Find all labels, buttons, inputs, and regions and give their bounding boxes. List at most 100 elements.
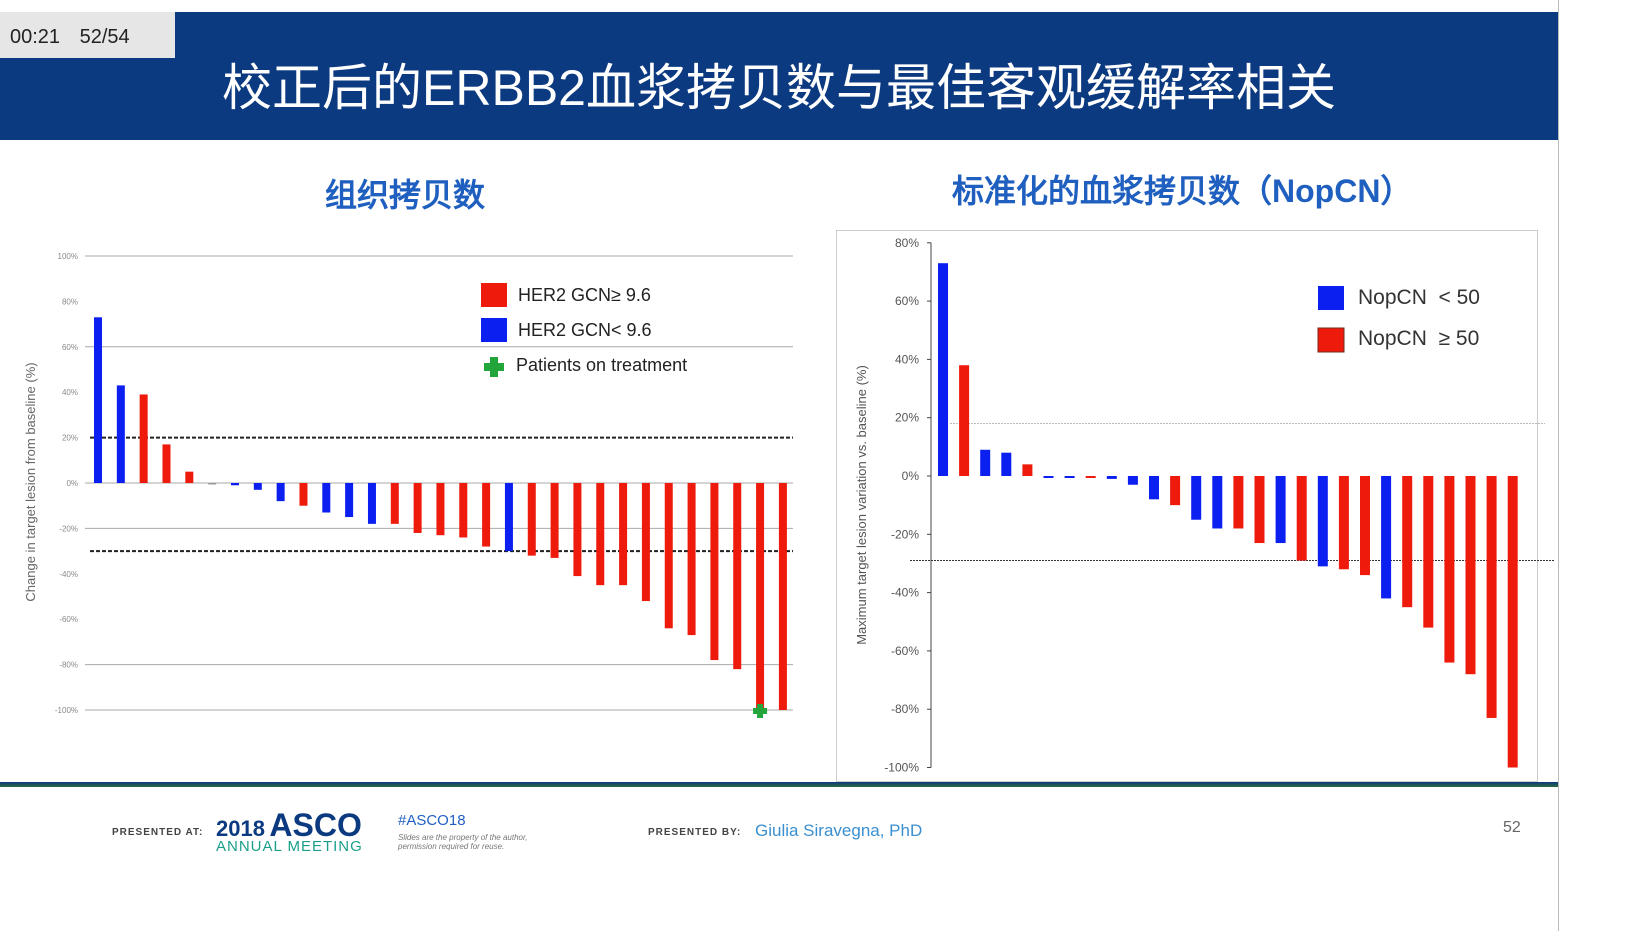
bar-blue xyxy=(1106,476,1117,479)
bar-red xyxy=(959,365,970,476)
bar-blue xyxy=(938,263,948,476)
y-tick-label: -40% xyxy=(891,586,919,600)
right-chart-title: 标准化的血浆拷贝数（NopCN） xyxy=(952,173,1413,209)
bar-red xyxy=(1444,476,1455,663)
right-legend: NopCN < 50 NopCN ≥ 50 xyxy=(1317,286,1480,353)
bar-red xyxy=(390,483,399,524)
slide-footer: PRESENTED AT: 2018 ASCO ANNUAL MEETING #… xyxy=(0,787,1558,931)
y-tick-label: -80% xyxy=(891,702,919,716)
plasma-nopcn-waterfall-chart: 80% 60% 40% 20% 0% -20% -40% -60% -80% -100% xyxy=(884,236,1555,775)
bar-blue xyxy=(230,483,239,486)
page-number: 52 xyxy=(1503,819,1521,836)
bar-red xyxy=(619,483,628,586)
bar-red xyxy=(664,483,673,629)
left-y-axis-label: Change in target lesion from baseline (%… xyxy=(23,362,38,601)
legend-label: HER2 GCN≥ 9.6 xyxy=(518,285,651,305)
bar-red xyxy=(756,483,765,710)
y-tick-label: -60% xyxy=(59,615,78,624)
playback-status: 00:21 52/54 xyxy=(0,12,175,58)
bar-red xyxy=(139,394,148,483)
bar-blue xyxy=(1212,476,1223,529)
bar-red xyxy=(1360,476,1370,576)
bar-blue xyxy=(980,449,991,476)
disclaimer: Slides are the property of the author, p… xyxy=(398,833,528,851)
y-tick-label: -60% xyxy=(891,644,919,658)
y-tick-label: 60% xyxy=(62,343,78,352)
bar-blue xyxy=(1381,476,1392,599)
y-tick-label: 40% xyxy=(62,388,78,397)
bar-blue xyxy=(345,483,354,518)
bar-red xyxy=(1254,476,1265,544)
bar-blue xyxy=(1064,476,1075,478)
presented-by-label: PRESENTED BY: xyxy=(648,827,742,838)
legend-label: Patients on treatment xyxy=(516,355,687,375)
bar-red xyxy=(459,483,468,538)
legend-swatch-red xyxy=(1317,327,1345,353)
bar-red xyxy=(1423,476,1434,628)
y-tick-label: -80% xyxy=(59,661,78,670)
presented-at-label: PRESENTED AT: xyxy=(112,827,204,838)
bar-blue xyxy=(253,483,262,490)
bar-red xyxy=(550,483,559,558)
bar-blue xyxy=(276,483,285,502)
bar-none xyxy=(208,483,217,485)
y-tick-label: -100% xyxy=(55,706,78,715)
bar-red xyxy=(1402,476,1413,608)
bar-red xyxy=(1338,476,1349,570)
right-margin xyxy=(1558,0,1643,931)
charts-canvas: 100%80%60%40%20%0%-20%-40%-60%-80%-100% … xyxy=(23,236,1555,775)
bar-red xyxy=(641,483,650,602)
logo-year: 2018 xyxy=(216,816,265,841)
bar-red xyxy=(185,471,194,483)
green-plus-icon xyxy=(753,704,768,718)
presenter-name: Giulia Siravegna, PhD xyxy=(755,821,923,840)
bar-red xyxy=(436,483,445,536)
bar-blue xyxy=(504,483,513,552)
y-tick-label: 80% xyxy=(895,236,919,250)
bar-blue xyxy=(1275,476,1286,544)
left-legend: HER2 GCN≥ 9.6 HER2 GCN< 9.6 Patients on … xyxy=(481,283,687,377)
bar-blue xyxy=(116,385,125,483)
bar-blue xyxy=(1191,476,1202,520)
bar-red xyxy=(527,483,536,556)
y-tick-label: -20% xyxy=(891,527,919,541)
bar-blue xyxy=(1001,452,1012,476)
y-tick-label: 60% xyxy=(895,294,919,308)
bar-red xyxy=(596,483,605,586)
y-tick-label: -100% xyxy=(884,761,919,775)
legend-label: NopCN ≥ 50 xyxy=(1358,327,1479,350)
elapsed-time: 00:21 xyxy=(10,26,61,48)
bar-red xyxy=(573,483,582,577)
bar-red xyxy=(1170,476,1181,506)
bar-red xyxy=(1507,476,1518,768)
slide-counter: 52/54 xyxy=(79,26,130,48)
logo-subtitle: ANNUAL MEETING xyxy=(216,838,363,855)
green-plus-icon xyxy=(484,357,504,377)
right-y-axis-label: Maximum target lesion variation vs. base… xyxy=(854,365,869,645)
logo-name: ASCO xyxy=(269,807,362,843)
y-tick-label: 40% xyxy=(895,352,919,366)
bar-red xyxy=(687,483,696,636)
bar-blue xyxy=(367,483,376,524)
y-tick-label: 0% xyxy=(66,479,78,488)
bar-red xyxy=(162,444,171,483)
bar-blue xyxy=(94,317,102,483)
slide-title: 校正后的ERBB2血浆拷贝数与最佳客观缓解率相关 xyxy=(222,60,1336,116)
y-tick-label: 0% xyxy=(902,469,920,483)
bar-red xyxy=(299,483,308,506)
bar-blue xyxy=(1149,476,1159,500)
asco-logo: 2018 ASCO ANNUAL MEETING xyxy=(216,807,363,855)
bar-red xyxy=(1296,476,1307,561)
bar-blue xyxy=(1317,476,1328,567)
bar-red xyxy=(413,483,422,533)
y-tick-label: 20% xyxy=(62,434,78,443)
bar-red xyxy=(778,483,787,710)
legend-swatch-blue xyxy=(481,318,507,342)
right-chart-frame xyxy=(836,230,1538,782)
tissue-cn-waterfall-chart: 100% 80% 60% 40% 20% 0% -20% -40% -60% -80% -100% xyxy=(55,252,793,718)
bar-blue xyxy=(1127,476,1138,485)
bar-red xyxy=(1486,476,1497,718)
bar-red xyxy=(733,483,742,670)
bar-red xyxy=(1465,476,1476,675)
legend-label: NopCN < 50 xyxy=(1358,286,1480,309)
